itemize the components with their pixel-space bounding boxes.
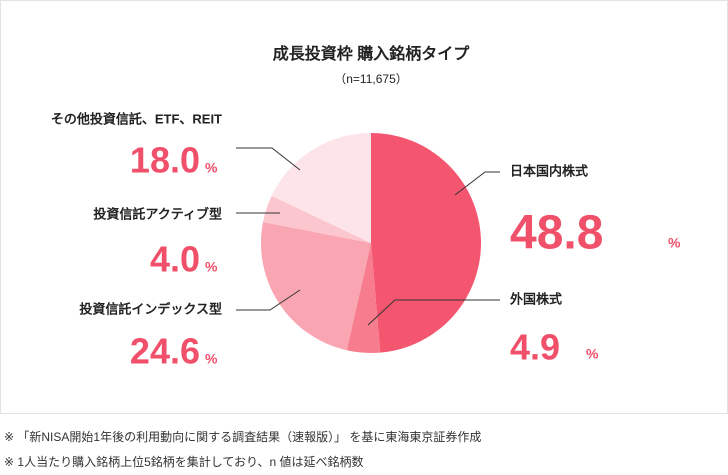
chart-title: 成長投資枠 購入銘柄タイプ [273, 44, 470, 63]
value-label: 4.9 [510, 327, 560, 368]
value-unit: % [205, 351, 218, 367]
pie-slice [263, 195, 371, 243]
value-label: 4.0 [150, 239, 200, 280]
category-label: その他投資信託、ETF、REIT [51, 111, 222, 126]
pie-slice [261, 221, 371, 351]
leader-line [367, 299, 500, 326]
value-label: 48.8 [510, 207, 603, 260]
footnote: ※ 1人当たり購入銘柄上位5銘柄を集計しており、n 値は延べ銘柄数 [4, 454, 364, 469]
value-unit: % [205, 160, 218, 176]
category-label: 日本国内株式 [510, 163, 588, 178]
pie-slice [271, 133, 371, 243]
pie-slice [346, 243, 381, 353]
footnote: ※ 「新NISA開始1年後の利用動向に関する調査結果（速報版）」 を基に東海東京… [4, 429, 481, 444]
value-label: 18.0 [130, 140, 200, 181]
value-unit: % [586, 346, 599, 362]
category-label: 投資信託インデックス型 [79, 301, 222, 316]
pie [261, 133, 481, 353]
leader-line [454, 171, 500, 196]
value-unit: % [205, 259, 218, 275]
pie-slice [371, 133, 481, 353]
value-label: 24.6 [130, 331, 200, 372]
category-label: 投資信託アクティブ型 [93, 206, 222, 221]
leader-line [236, 147, 301, 171]
category-label: 外国株式 [509, 291, 562, 306]
value-unit: % [668, 235, 681, 251]
leader-line [236, 289, 301, 311]
chart-subtitle: （n=11,675） [334, 72, 408, 86]
